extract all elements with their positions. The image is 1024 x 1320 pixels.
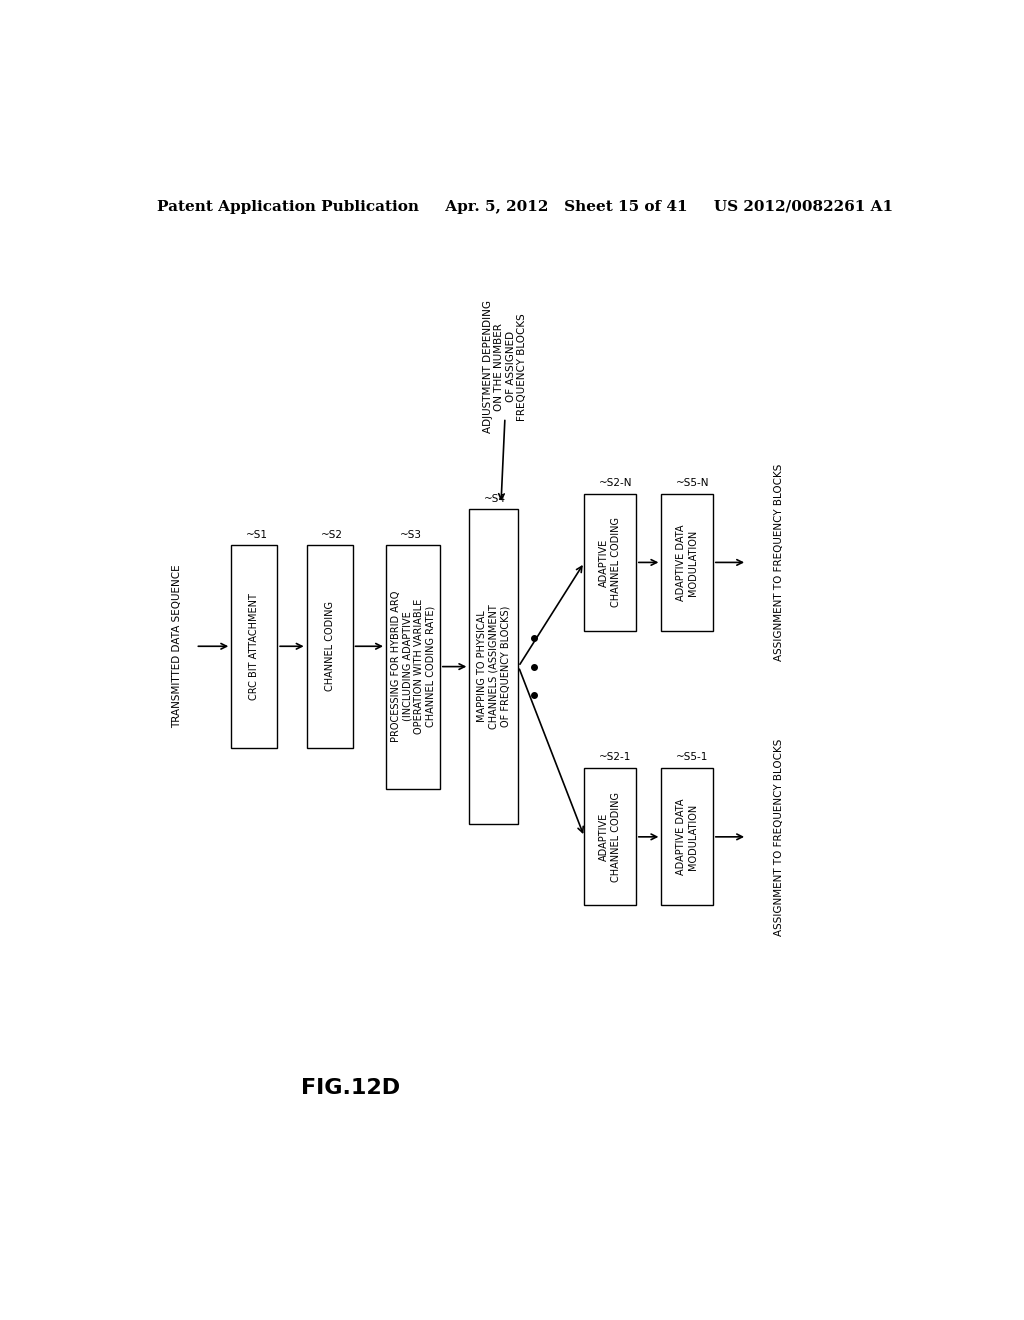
Text: CHANNEL CODING: CHANNEL CODING (325, 602, 335, 692)
Bar (585, 494, 636, 631)
Bar (469, 510, 518, 824)
Bar (386, 545, 440, 788)
Text: ~S1: ~S1 (246, 529, 267, 540)
Text: ~S5-1: ~S5-1 (676, 752, 708, 762)
Text: TRANSMITTED DATA SEQUENCE: TRANSMITTED DATA SEQUENCE (172, 565, 182, 729)
Bar (662, 768, 713, 906)
Bar (662, 494, 713, 631)
Text: ASSIGNMENT TO FREQUENCY BLOCKS: ASSIGNMENT TO FREQUENCY BLOCKS (774, 738, 783, 936)
Text: FIG.12D: FIG.12D (301, 1078, 399, 1098)
Bar (306, 545, 352, 748)
Text: ASSIGNMENT TO FREQUENCY BLOCKS: ASSIGNMENT TO FREQUENCY BLOCKS (774, 463, 783, 661)
Text: ~S2: ~S2 (321, 529, 343, 540)
Text: ADJUSTMENT DEPENDING
ON THE NUMBER
OF ASSIGNED
FREQUENCY BLOCKS: ADJUSTMENT DEPENDING ON THE NUMBER OF AS… (482, 300, 527, 433)
Text: ADAPTIVE DATA
MODULATION: ADAPTIVE DATA MODULATION (676, 524, 698, 601)
Bar (585, 768, 636, 906)
Text: Patent Application Publication     Apr. 5, 2012   Sheet 15 of 41     US 2012/008: Patent Application Publication Apr. 5, 2… (157, 201, 893, 214)
Text: ADAPTIVE
CHANNEL CODING: ADAPTIVE CHANNEL CODING (599, 792, 621, 882)
Text: ~S5-N: ~S5-N (676, 478, 709, 487)
Text: ~S4: ~S4 (483, 494, 506, 504)
Text: ~S3: ~S3 (400, 529, 422, 540)
Bar (231, 545, 278, 748)
Text: ~S2-N: ~S2-N (599, 478, 632, 487)
Text: MAPPING TO PHYSICAL
CHANNELS (ASSIGNMENT
OF FREQUENCY BLOCKS): MAPPING TO PHYSICAL CHANNELS (ASSIGNMENT… (477, 605, 510, 729)
Text: ADAPTIVE
CHANNEL CODING: ADAPTIVE CHANNEL CODING (599, 517, 621, 607)
Text: ~S2-1: ~S2-1 (599, 752, 631, 762)
Text: CRC BIT ATTACHMENT: CRC BIT ATTACHMENT (249, 593, 259, 700)
Text: PROCESSING FOR HYBRID ARQ
(INCLUDING ADAPTIVE
OPERATION WITH VARIABLE
CHANNEL CO: PROCESSING FOR HYBRID ARQ (INCLUDING ADA… (390, 591, 435, 742)
Text: ADAPTIVE DATA
MODULATION: ADAPTIVE DATA MODULATION (676, 799, 698, 875)
